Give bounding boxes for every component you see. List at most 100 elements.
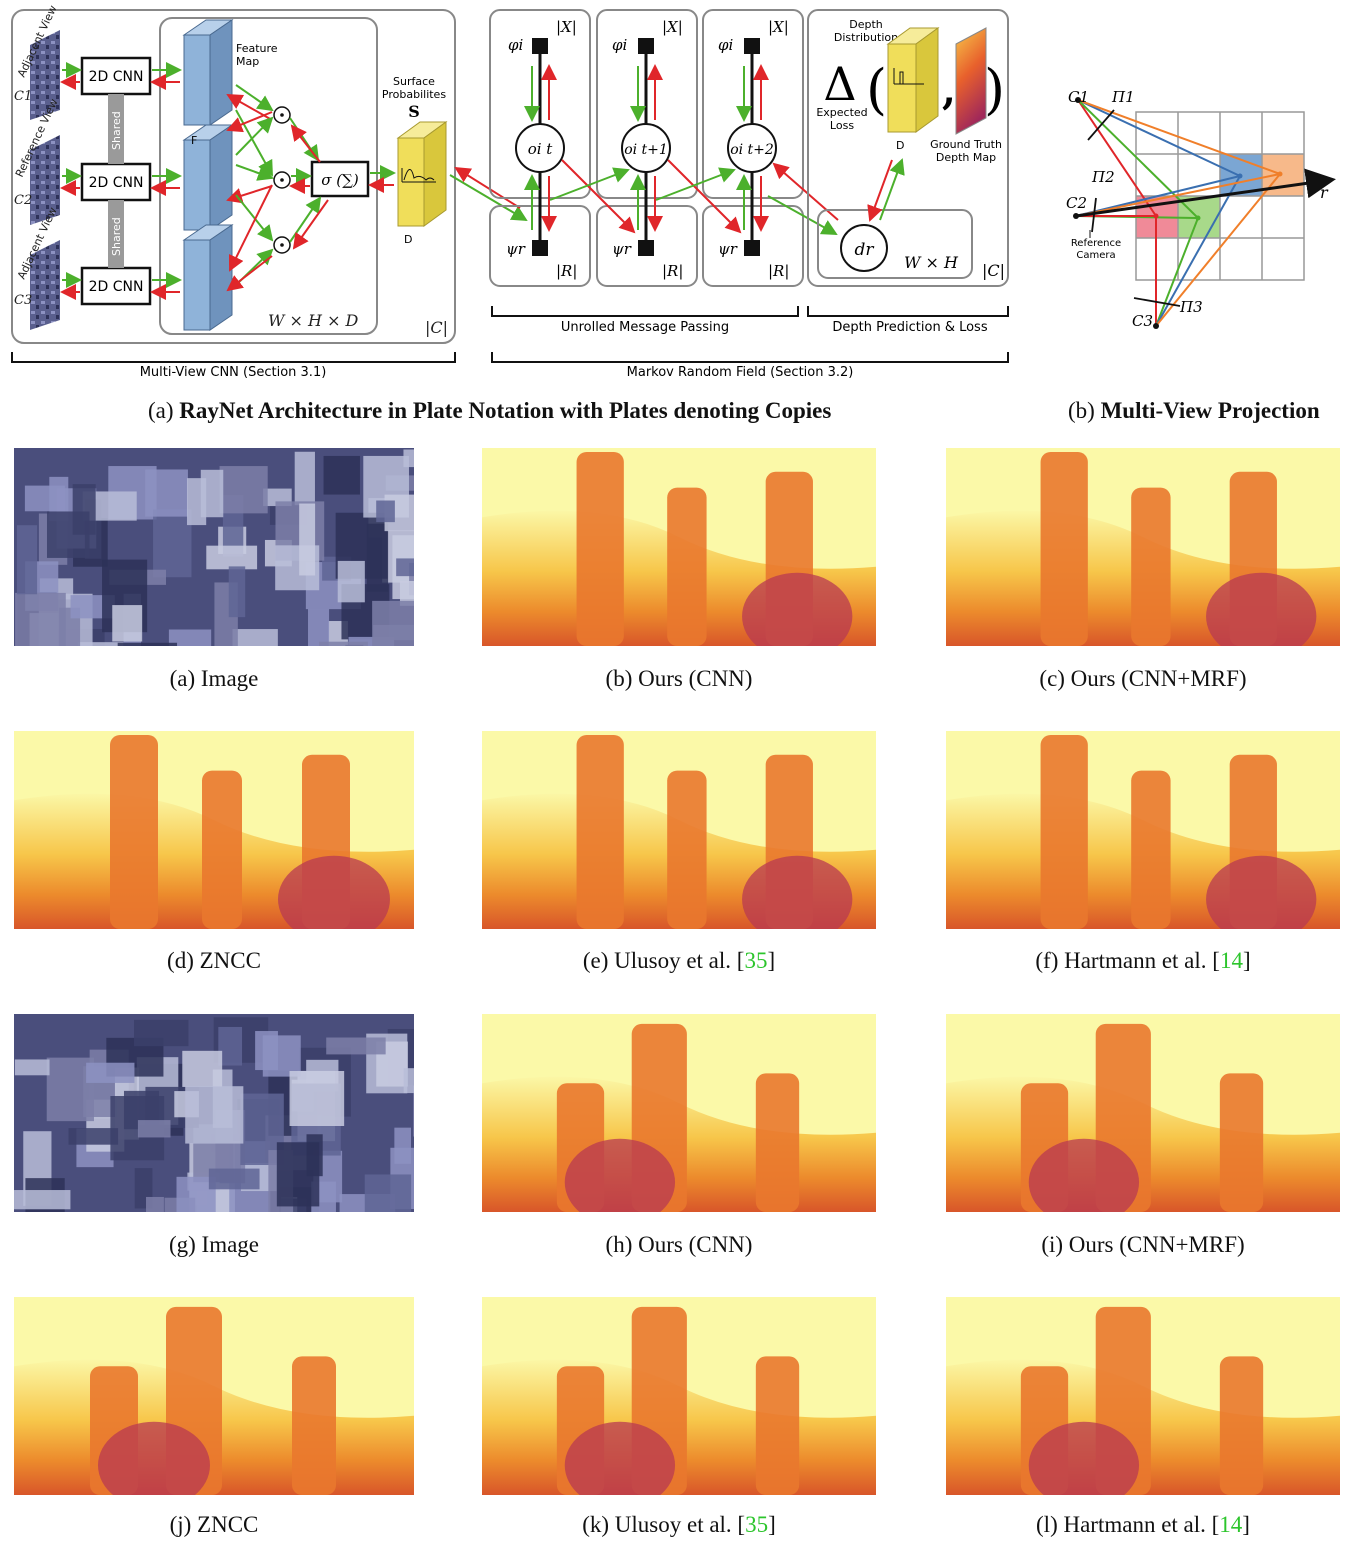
paren-open: ( xyxy=(866,58,887,121)
bracket-unrolled xyxy=(491,306,799,317)
citation-link[interactable]: 35 xyxy=(744,948,768,973)
label-p1: Π1 xyxy=(1111,88,1135,106)
delta-symbol: Δ xyxy=(823,57,856,111)
label-c2: C2 xyxy=(1066,194,1087,212)
citation-link[interactable]: 35 xyxy=(745,1512,769,1537)
svg-text:σ (∑): σ (∑) xyxy=(321,171,359,189)
svg-text:ψr: ψr xyxy=(506,240,526,258)
panel-caption: (f) Hartmann et al. [14] xyxy=(946,948,1340,974)
cnn-box-3: 2D CNN xyxy=(80,266,152,306)
bracket-cnn xyxy=(11,352,456,363)
image-plane-1 xyxy=(1087,109,1115,141)
panel-caption-text: (g) Image xyxy=(168,1232,260,1257)
feature-map-1 xyxy=(182,19,234,126)
panel-caption-text: (a) Image xyxy=(169,666,259,691)
cnn-box-1: 2D CNN xyxy=(80,56,152,96)
mrf-chain-2: φi ψr oi t+1 xyxy=(612,36,671,258)
image-plane-3 xyxy=(1133,297,1181,307)
aerial-image xyxy=(14,1014,414,1212)
feature-map-2 xyxy=(182,124,234,231)
paren-close: ) xyxy=(984,58,1005,121)
bracket-close: ] xyxy=(768,1512,776,1537)
aerial-image xyxy=(14,448,414,646)
feature-map-label-2: Map xyxy=(236,55,259,68)
svg-text:ψr: ψr xyxy=(612,240,632,258)
camera-label-c3: C3 xyxy=(14,293,32,308)
panel-caption: (c) Ours (CNN+MRF) xyxy=(946,666,1340,692)
panel-caption: (d) ZNCC xyxy=(14,948,414,974)
svg-text:2D CNN: 2D CNN xyxy=(89,175,144,191)
label-r: r xyxy=(1320,183,1329,202)
d-label-s: D xyxy=(404,233,412,246)
depth-map xyxy=(14,731,414,929)
plate-x-label-1: |X| xyxy=(556,18,577,36)
architecture-diagram: |C| Adjacent View Reference View Adjacen… xyxy=(11,3,1009,380)
depth-map xyxy=(946,1297,1340,1495)
camera-label-c1: C1 xyxy=(14,89,32,104)
plate-wh-label: W × H xyxy=(904,253,959,272)
svg-text:φi: φi xyxy=(612,36,628,54)
comma: , xyxy=(942,67,956,114)
panel-caption-text: (f) Hartmann et al. [ xyxy=(1035,948,1220,973)
gt-label-2: Depth Map xyxy=(936,151,996,164)
shared-label-1: Shared xyxy=(110,111,123,150)
mrf-chain-1: φi ψr oi t xyxy=(506,36,565,258)
ray-r xyxy=(1075,168,1336,218)
depth-dist-label-2: Distribution xyxy=(834,31,898,44)
ground-truth-depth-map xyxy=(955,27,987,135)
panel-caption: (e) Ulusoy et al. [35] xyxy=(482,948,876,974)
bracket-close: ] xyxy=(1242,948,1251,973)
image-plane-2 xyxy=(1091,197,1097,233)
depth-map xyxy=(946,1014,1340,1212)
ref-camera-label-2: Camera xyxy=(1076,250,1115,261)
bracket-close: ] xyxy=(767,948,776,973)
bracket-mrf xyxy=(491,352,1009,363)
panel-caption-text: (l) Hartmann et al. [ xyxy=(1036,1512,1220,1537)
svg-text:oi t: oi t xyxy=(528,140,554,158)
feature-map-label-1: Feature xyxy=(236,42,278,55)
panel-caption: (b) Ours (CNN) xyxy=(482,666,876,692)
plate-r-label-3: |R| xyxy=(768,262,789,280)
panel-caption-text: (i) Ours (CNN+MRF) xyxy=(1041,1232,1245,1257)
section-unrolled-label: Unrolled Message Passing xyxy=(561,320,729,335)
panel-caption: (a) Image xyxy=(14,666,414,692)
citation-link[interactable]: 14 xyxy=(1219,948,1243,973)
svg-text:oi t+2: oi t+2 xyxy=(730,142,774,158)
projection-diagram: C1 C2 C3 Π1 Π2 Π3 Reference Camera r xyxy=(1066,88,1336,330)
panel-caption-text: (k) Ulusoy et al. [ xyxy=(582,1512,746,1537)
mrf-chain-3: φi ψr oi t+2 xyxy=(718,36,777,258)
svg-text:2D CNN: 2D CNN xyxy=(89,279,144,295)
bracket-depth xyxy=(807,306,1009,317)
plate-r-label-1: |R| xyxy=(556,262,577,280)
plate-r-label-2: |R| xyxy=(662,262,683,280)
view-image-2 xyxy=(30,135,60,225)
label-p3: Π3 xyxy=(1179,298,1203,316)
plate-c-label: |C| xyxy=(425,318,448,337)
depth-map xyxy=(482,1014,876,1212)
panel-caption-text: (d) ZNCC xyxy=(167,948,261,973)
camera-label-c2: C2 xyxy=(14,193,32,208)
plate-depth xyxy=(807,9,1009,287)
panel-caption: (i) Ours (CNN+MRF) xyxy=(946,1232,1340,1258)
gt-label-1: Ground Truth xyxy=(930,138,1002,151)
svg-text:2D CNN: 2D CNN xyxy=(89,69,144,85)
citation-link[interactable]: 14 xyxy=(1219,1512,1243,1537)
panel-caption-text: (c) Ours (CNN+MRF) xyxy=(1039,666,1247,691)
svg-text:oi t+1: oi t+1 xyxy=(624,142,668,158)
surface-probability-volume xyxy=(396,121,448,227)
caption-b: (b) Multi-View Projection xyxy=(1068,398,1320,423)
shared-bar-1 xyxy=(108,94,124,164)
svg-text:φi: φi xyxy=(508,36,524,54)
panel-caption-text: (b) Ours (CNN) xyxy=(605,666,753,691)
dot-node-1 xyxy=(273,106,291,124)
label-p2: Π2 xyxy=(1091,168,1115,186)
plate-x-label-3: |X| xyxy=(768,18,789,36)
surface-prob-label-2: Probabilites xyxy=(382,88,446,101)
plate-whd-label: W × H × D xyxy=(268,311,359,330)
plate-c-label-2: |C| xyxy=(982,261,1005,280)
section-depth-label: Depth Prediction & Loss xyxy=(832,320,987,335)
ref-camera-label-1: Reference xyxy=(1071,238,1121,249)
svg-text:φi: φi xyxy=(718,36,734,54)
view-image-1 xyxy=(30,30,60,120)
expected-loss-label-1: Expected xyxy=(816,106,867,119)
